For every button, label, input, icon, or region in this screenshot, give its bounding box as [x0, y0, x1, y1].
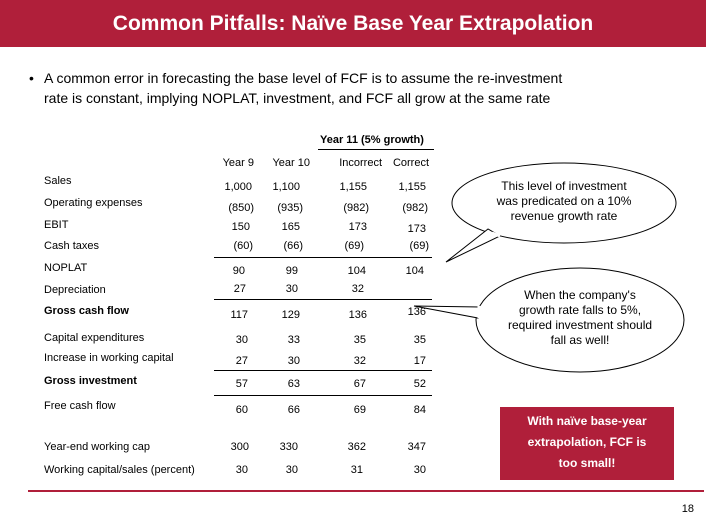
cell-year10: 30 — [285, 464, 298, 476]
cell-year10: 30 — [287, 355, 300, 367]
group-header-rule — [318, 149, 434, 150]
cell-year10: 33 — [287, 334, 300, 346]
cell-correct: 35 — [413, 334, 426, 346]
subtotal-rule — [214, 370, 432, 371]
cell-year10: 330 — [279, 441, 298, 453]
cell-year9: 90 — [232, 265, 245, 277]
callout-line: When the company's — [524, 288, 636, 302]
cell-incorrect: 35 — [353, 334, 366, 346]
callout-line: was predicated on a 10% — [496, 194, 632, 208]
bullet-marker: • — [29, 70, 34, 86]
row-label: EBIT — [44, 219, 69, 231]
investment-callout-bubble — [451, 162, 677, 244]
callout-line: revenue growth rate — [510, 209, 618, 223]
growth-callout-text: When the company's growth rate falls to … — [482, 288, 678, 348]
conclusion-callout: With naïve base-year extrapolation, FCF … — [500, 407, 674, 480]
cell-year9: (60) — [233, 240, 253, 252]
cell-incorrect: 32 — [351, 283, 364, 295]
col-header-year10: Year 10 — [272, 157, 310, 169]
bullet-line-2: rate is constant, implying NOPLAT, inves… — [44, 90, 551, 106]
bullet-line-1: A common error in forecasting the base l… — [44, 70, 563, 86]
cell-correct: (982) — [402, 202, 428, 214]
callout-line: growth rate falls to 5%, — [518, 303, 642, 317]
cell-correct: 84 — [413, 404, 426, 416]
cell-year9: 57 — [235, 378, 248, 390]
col-header-year9: Year 9 — [222, 157, 254, 169]
row-label: Capital expenditures — [44, 332, 145, 344]
callout-line: With naïve base-year — [527, 414, 647, 428]
cell-year10: 66 — [287, 404, 300, 416]
cell-incorrect: 32 — [353, 355, 366, 367]
cell-correct: 173 — [407, 223, 426, 235]
cell-year10: 129 — [281, 309, 300, 321]
row-label: Gross investment — [44, 375, 137, 387]
cell-year9: 30 — [235, 464, 248, 476]
cell-correct: (69) — [409, 240, 429, 252]
cell-year10: (935) — [277, 202, 303, 214]
subtotal-rule — [214, 395, 432, 396]
row-label: Increase in working capital — [44, 352, 174, 364]
investment-callout-text: This level of investment was predicated … — [466, 179, 662, 224]
page-number: 18 — [681, 503, 694, 515]
pointer-join — [491, 231, 501, 238]
cell-incorrect: 362 — [347, 441, 366, 453]
row-label: Free cash flow — [44, 400, 116, 412]
cell-incorrect: 1,155 — [339, 181, 367, 193]
callout-line: extrapolation, FCF is — [527, 435, 647, 449]
callout-line: too small! — [558, 456, 616, 470]
cell-incorrect: 136 — [348, 309, 367, 321]
cell-correct: 136 — [407, 306, 426, 318]
col-header-correct: Correct — [392, 157, 429, 169]
row-label: Year-end working cap — [44, 441, 150, 453]
callout-line: This level of investment — [501, 179, 627, 193]
col-header-incorrect: Incorrect — [339, 157, 382, 169]
cell-year10: 1,100 — [272, 181, 300, 193]
cell-correct: 52 — [413, 378, 426, 390]
row-label: Sales — [44, 175, 72, 187]
cell-incorrect: (982) — [343, 202, 369, 214]
row-label: Cash taxes — [44, 240, 100, 252]
cell-year9: 60 — [235, 404, 248, 416]
cell-year9: 1,000 — [224, 181, 252, 193]
row-label: Working capital/sales (percent) — [44, 464, 195, 476]
subtotal-rule — [214, 299, 432, 300]
cell-correct: 17 — [413, 355, 426, 367]
cell-incorrect: 104 — [347, 265, 366, 277]
cell-year10: (66) — [283, 240, 303, 252]
group-header: Year 11 (5% growth) — [320, 134, 424, 146]
cell-year9: 27 — [235, 355, 248, 367]
slide-title: Common Pitfalls: Naïve Base Year Extrapo… — [0, 0, 706, 47]
row-label: NOPLAT — [44, 262, 88, 274]
cell-year9: 30 — [235, 334, 248, 346]
cell-incorrect: 67 — [353, 378, 366, 390]
callout-line: required investment should — [507, 318, 653, 332]
growth-callout-pointer — [413, 305, 481, 319]
cell-year10: 30 — [285, 283, 298, 295]
cell-year10: 165 — [281, 221, 300, 233]
bullet-point: • A common error in forecasting the base… — [29, 68, 684, 108]
cell-year9: 117 — [230, 309, 248, 321]
cell-correct: 30 — [413, 464, 426, 476]
cell-year9: (850) — [228, 202, 254, 214]
cell-correct: 104 — [405, 265, 424, 277]
subtotal-rule — [214, 257, 432, 258]
cell-incorrect: (69) — [344, 240, 364, 252]
cell-year9: 27 — [233, 283, 246, 295]
row-label: Gross cash flow — [44, 305, 129, 317]
cell-correct: 347 — [407, 441, 426, 453]
cell-year9: 150 — [231, 221, 250, 233]
callout-line: fall as well! — [550, 333, 610, 347]
cell-incorrect: 69 — [353, 404, 366, 416]
row-label: Operating expenses — [44, 197, 143, 209]
cell-year10: 63 — [287, 378, 300, 390]
cell-correct: 1,155 — [398, 181, 426, 193]
growth-callout-bubble — [475, 267, 685, 373]
cell-incorrect: 31 — [350, 464, 363, 476]
cell-year9: 300 — [230, 441, 249, 453]
row-label: Depreciation — [44, 284, 106, 296]
cell-year10: 99 — [285, 265, 298, 277]
cell-incorrect: 173 — [348, 221, 367, 233]
footer-rule — [28, 490, 704, 492]
